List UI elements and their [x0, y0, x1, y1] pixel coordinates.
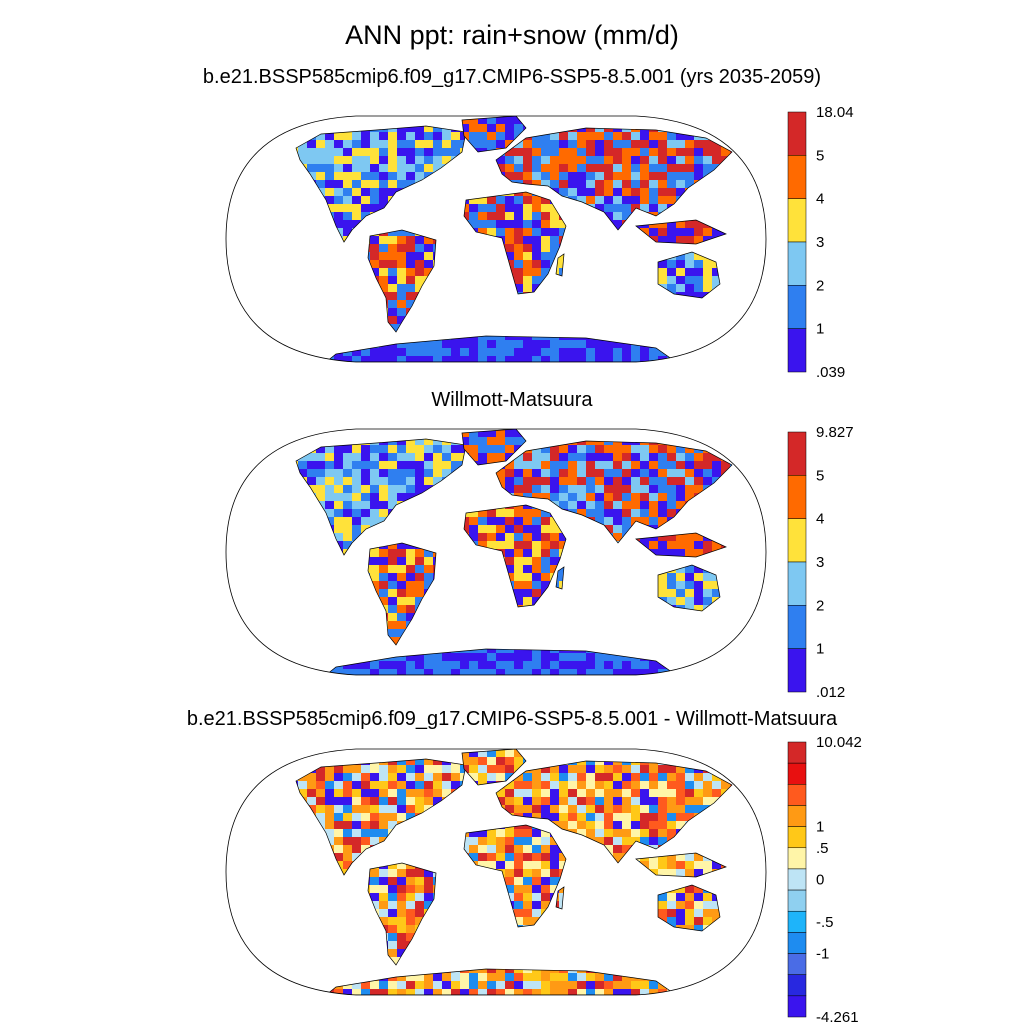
colorbar-3-swatch: [787, 826, 807, 849]
colorbar-3-swatch: [787, 889, 807, 912]
antarctica-coastline: [325, 968, 678, 995]
maritime-asia-coastline: [635, 532, 727, 558]
colorbar-1-label: 1: [816, 321, 824, 338]
colorbar-1-label: 4: [816, 191, 824, 208]
madagascar-coastline: [555, 253, 565, 277]
panel-3-map: [225, 748, 767, 996]
colorbar-2-label: .012: [816, 684, 845, 701]
colorbar-3-label: .5: [816, 840, 829, 857]
madagascar-coastline: [555, 566, 565, 590]
colorbar-3-swatch: [787, 910, 807, 933]
africa-coastline: [463, 824, 567, 928]
africa-coastline: [463, 504, 567, 608]
colorbar-2-swatch: [787, 605, 807, 649]
antarctica-coastline: [325, 335, 678, 362]
australia-coastline: [657, 251, 721, 299]
south-america-coastline: [367, 542, 437, 646]
colorbar-1-swatch: [787, 285, 807, 329]
colorbar-3-swatch: [787, 741, 807, 764]
colorbar-1-swatch: [787, 155, 807, 199]
north-america-coastline: [295, 758, 467, 876]
north-america-coastline: [295, 125, 467, 243]
colorbar-3-swatch: [787, 953, 807, 975]
colorbar-2-swatch: [787, 648, 807, 693]
australia-coastline: [657, 564, 721, 612]
colorbar-3-swatch: [787, 932, 807, 954]
colorbar-1-swatch: [787, 111, 807, 156]
panel-2-title: Willmott-Matsuura: [0, 389, 1024, 412]
colorbar-2-swatch: [787, 518, 807, 563]
colorbar-3-swatch: [787, 784, 807, 806]
south-america-coastline: [367, 862, 437, 966]
europe-asia-coastline: [495, 127, 733, 231]
colorbar-1-label: .039: [816, 364, 845, 381]
south-america-coastline: [367, 229, 437, 333]
colorbar-1-label: 18.04: [816, 104, 854, 121]
colorbar-3-swatch: [787, 868, 807, 891]
colorbar-3-label: 1: [816, 819, 824, 836]
colorbar-3-swatch: [787, 847, 807, 870]
australia-coastline: [657, 884, 721, 932]
colorbar-1-label: 3: [816, 234, 824, 251]
colorbar-3-label: -4.261: [816, 1009, 859, 1024]
panel-2-colorbar: 9.827 5 4 3 2 1 .012: [787, 424, 854, 701]
panel-1-title: b.e21.BSSP585cmip6.f09_g17.CMIP6-SSP5-8.…: [0, 66, 1024, 89]
greenland-coastline: [461, 116, 527, 153]
colorbar-1-label: 2: [816, 277, 824, 294]
north-america-coastline: [295, 438, 467, 556]
map-frame: [225, 748, 767, 996]
colorbar-2-label: 9.827: [816, 424, 854, 441]
colorbar-1-swatch: [787, 241, 807, 286]
figure-title: ANN ppt: rain+snow (mm/d): [0, 20, 1024, 51]
africa-coastline: [463, 191, 567, 295]
colorbar-1-swatch: [787, 328, 807, 373]
europe-asia-coastline: [495, 760, 733, 864]
colorbar-2-label: 2: [816, 597, 824, 614]
maritime-asia-coastline: [635, 219, 727, 245]
colorbar-1-swatch: [787, 198, 807, 243]
colorbar-2-swatch: [787, 431, 807, 476]
colorbar-2-label: 5: [816, 467, 824, 484]
colorbar-2-swatch: [787, 475, 807, 519]
colorbar-3-swatch: [787, 995, 807, 1018]
colorbar-2-label: 4: [816, 511, 824, 528]
colorbar-3-label: 0: [816, 872, 824, 889]
colorbar-1-label: 5: [816, 147, 824, 164]
europe-asia-coastline: [495, 440, 733, 544]
map-frame: [225, 115, 767, 363]
panel-3-title: b.e21.BSSP585cmip6.f09_g17.CMIP6-SSP5-8.…: [0, 708, 1024, 731]
colorbar-3-label: 10.042: [816, 734, 862, 751]
colorbar-2-label: 3: [816, 554, 824, 571]
greenland-coastline: [461, 749, 527, 786]
maritime-asia-coastline: [635, 852, 727, 878]
colorbar-3-label: -1: [816, 946, 829, 963]
colorbar-2-swatch: [787, 561, 807, 606]
colorbar-3-swatch: [787, 805, 807, 827]
map-frame: [225, 428, 767, 676]
panel-2-map: [225, 428, 767, 676]
colorbar-3-swatch: [787, 762, 807, 785]
panel-3-colorbar: 10.042 1 .5 0 -.5 -1 -4.261: [787, 734, 862, 1024]
panel-1-colorbar: 18.04 5 4 3 2 1 .039: [787, 104, 854, 381]
madagascar-coastline: [555, 886, 565, 910]
colorbar-3-swatch: [787, 974, 807, 997]
panel-1-map: [225, 115, 767, 363]
colorbar-3-label: -.5: [816, 914, 834, 931]
antarctica-coastline: [325, 648, 678, 675]
greenland-coastline: [461, 429, 527, 466]
colorbar-2-label: 1: [816, 641, 824, 658]
